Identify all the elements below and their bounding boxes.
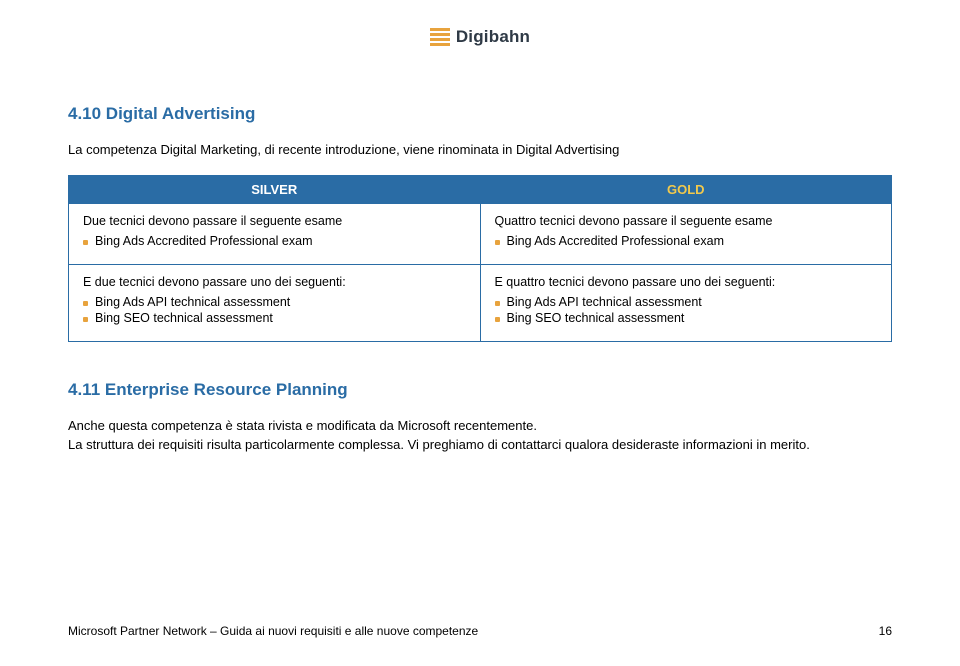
page-content: 4.10 Digital Advertising La competenza D…	[0, 48, 960, 452]
section-heading-4-11: 4.11 Enterprise Resource Planning	[68, 380, 892, 400]
bullet-list: Bing Ads API technical assessment Bing S…	[495, 295, 878, 325]
logo-bars-icon	[430, 28, 450, 46]
table-header-silver: SILVER	[69, 176, 481, 204]
page-footer: Microsoft Partner Network – Guida ai nuo…	[68, 624, 892, 638]
cell-text: E quattro tecnici devono passare uno dei…	[495, 275, 878, 289]
list-item: Bing Ads Accredited Professional exam	[83, 234, 466, 248]
cell-text: Due tecnici devono passare il seguente e…	[83, 214, 466, 228]
body-paragraph: Anche questa competenza è stata rivista …	[68, 418, 892, 433]
cell-text: E due tecnici devono passare uno dei seg…	[83, 275, 466, 289]
bullet-list: Bing Ads Accredited Professional exam	[83, 234, 466, 248]
list-item: Bing SEO technical assessment	[83, 311, 466, 325]
competency-table: SILVER GOLD Due tecnici devono passare i…	[68, 175, 892, 342]
section-intro: La competenza Digital Marketing, di rece…	[68, 142, 892, 157]
gold-cell-2: E quattro tecnici devono passare uno dei…	[480, 265, 892, 342]
list-item: Bing Ads API technical assessment	[83, 295, 466, 309]
cell-text: Quattro tecnici devono passare il seguen…	[495, 214, 878, 228]
brand-logo: Digibahn	[430, 27, 530, 47]
brand-name: Digibahn	[456, 27, 530, 47]
table-header-gold: GOLD	[480, 176, 892, 204]
silver-cell-1: Due tecnici devono passare il seguente e…	[69, 204, 481, 265]
gold-cell-1: Quattro tecnici devono passare il seguen…	[480, 204, 892, 265]
bullet-list: Bing Ads Accredited Professional exam	[495, 234, 878, 248]
list-item: Bing SEO technical assessment	[495, 311, 878, 325]
bullet-list: Bing Ads API technical assessment Bing S…	[83, 295, 466, 325]
list-item: Bing Ads API technical assessment	[495, 295, 878, 309]
section-heading-4-10: 4.10 Digital Advertising	[68, 104, 892, 124]
footer-title: Microsoft Partner Network – Guida ai nuo…	[68, 624, 478, 638]
section-4-11: 4.11 Enterprise Resource Planning Anche …	[68, 380, 892, 452]
header-logo-bar: Digibahn	[0, 0, 960, 48]
page-number: 16	[879, 624, 892, 638]
silver-cell-2: E due tecnici devono passare uno dei seg…	[69, 265, 481, 342]
body-paragraph: La struttura dei requisiti risulta parti…	[68, 437, 892, 452]
list-item: Bing Ads Accredited Professional exam	[495, 234, 878, 248]
table-row: E due tecnici devono passare uno dei seg…	[69, 265, 892, 342]
table-row: Due tecnici devono passare il seguente e…	[69, 204, 892, 265]
